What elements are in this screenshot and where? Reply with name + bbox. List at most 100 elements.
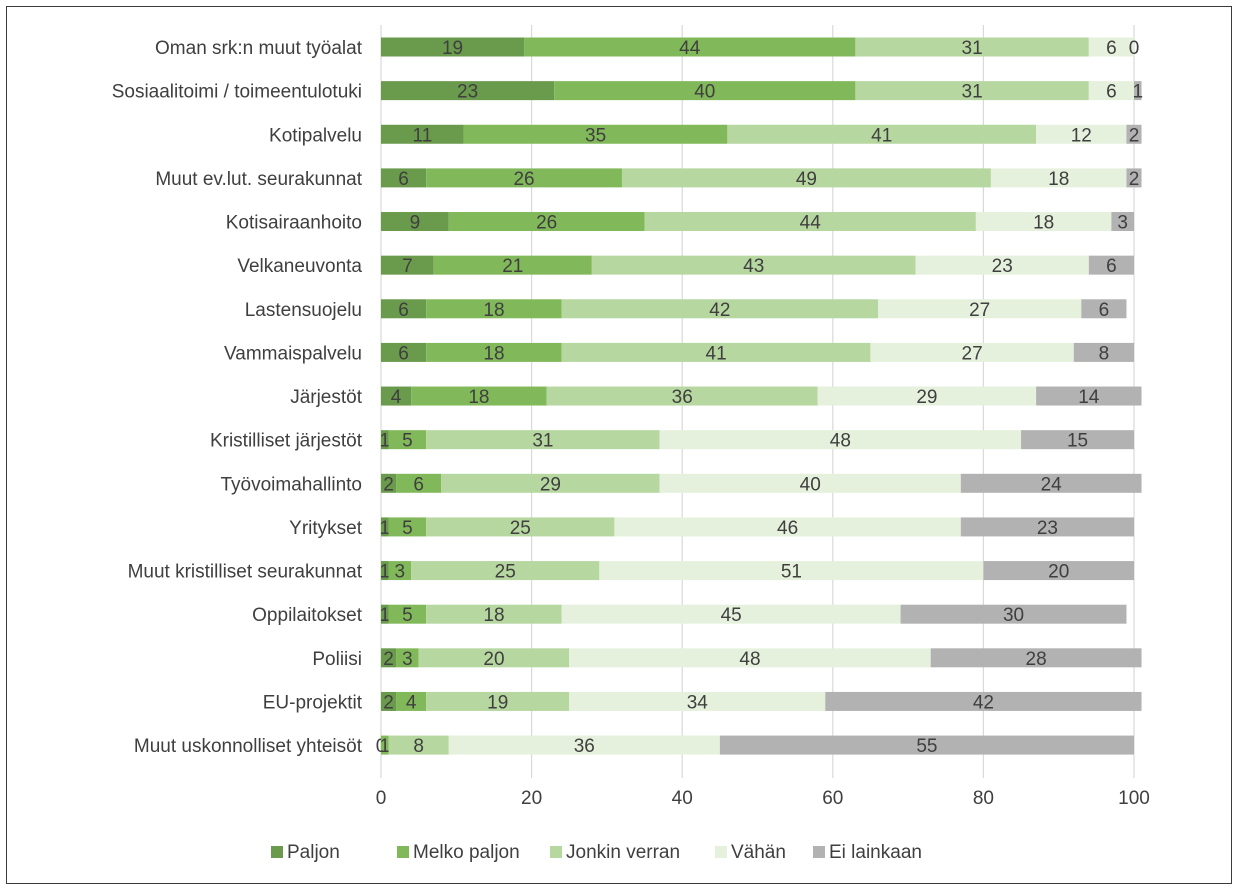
data-label: 12 <box>1071 125 1092 146</box>
bar-segment <box>426 299 562 319</box>
data-label: 29 <box>540 474 561 495</box>
legend-swatch <box>715 846 727 858</box>
bar-segment <box>1088 81 1134 101</box>
data-label: 1 <box>379 736 390 757</box>
data-label: 26 <box>513 169 534 190</box>
category-label: Lastensuojelu <box>245 300 362 321</box>
stacked-bar-chart: 19 44 31 6 023 40 31 6 111 35 41 12 26 26 49 18 29 26 44 18… <box>112 25 1150 863</box>
data-label: 4 <box>391 387 402 408</box>
bar-segment <box>418 648 570 668</box>
bar-segment <box>426 430 660 450</box>
data-label: 8 <box>413 736 424 757</box>
data-label: 40 <box>694 82 715 103</box>
data-label: 2 <box>1129 169 1140 190</box>
bar-segment <box>561 299 878 319</box>
bar-segment <box>381 430 389 450</box>
data-label: 30 <box>1003 605 1024 626</box>
legend-label: Paljon <box>287 842 340 863</box>
bar-segment <box>546 386 818 406</box>
data-label: 6 <box>1106 256 1117 277</box>
x-tick-label: 60 <box>822 788 843 809</box>
data-label: 3 <box>395 562 406 583</box>
data-label: 2 <box>383 692 394 713</box>
bar-segment <box>381 299 427 319</box>
data-label: 20 <box>483 649 504 670</box>
bar-segment <box>569 648 931 668</box>
data-label: 6 <box>1099 300 1110 321</box>
data-label: 1 <box>379 605 390 626</box>
bar-segment <box>381 386 412 406</box>
bar-segment <box>381 517 389 537</box>
data-label: 19 <box>487 692 508 713</box>
data-label: 27 <box>962 343 983 364</box>
data-label: 35 <box>585 125 606 146</box>
category-label: Velkaneuvonta <box>237 256 362 277</box>
bar-segment <box>1088 37 1134 57</box>
x-tick-label: 100 <box>1118 788 1150 809</box>
data-label: 34 <box>687 692 709 713</box>
bar-segment <box>381 342 427 362</box>
bar-segment <box>877 299 1082 319</box>
bar-segment <box>388 561 412 581</box>
bar-segment <box>426 604 562 624</box>
bar-segment <box>388 604 427 624</box>
category-label: Muut kristilliset seurakunnat <box>128 562 363 583</box>
bar-segment <box>1073 342 1134 362</box>
bar-segment <box>426 342 562 362</box>
bar-segment <box>561 604 901 624</box>
bar-segment <box>599 561 984 581</box>
data-label: 11 <box>413 125 433 146</box>
category-label: Poliisi <box>312 649 362 670</box>
legend-swatch <box>813 846 825 858</box>
data-label: 14 <box>1078 387 1100 408</box>
bar-segment <box>1088 255 1134 275</box>
data-label: 29 <box>916 387 937 408</box>
data-label: 3 <box>402 649 413 670</box>
data-label: 46 <box>777 518 798 539</box>
bar-segment <box>1021 430 1134 450</box>
data-label: 18 <box>468 387 489 408</box>
data-label: 31 <box>532 431 553 452</box>
data-label: 48 <box>739 649 760 670</box>
bar-segment <box>1036 124 1127 144</box>
data-label: 42 <box>973 692 994 713</box>
bar-segment <box>381 691 397 711</box>
bar-segment <box>426 517 615 537</box>
bar-segment <box>381 561 389 581</box>
bar-segment <box>1036 386 1142 406</box>
data-label: 8 <box>1099 343 1110 364</box>
x-tick-label: 80 <box>973 788 994 809</box>
legend: Paljon Melko paljon Jonkin verran Vähän Ei l… <box>271 842 922 863</box>
bar-segment <box>825 691 1142 711</box>
data-label: 28 <box>1026 649 1047 670</box>
data-label: 4 <box>406 692 417 713</box>
bar-segment <box>614 517 961 537</box>
data-label: 44 <box>679 38 701 59</box>
bar-segment <box>463 124 728 144</box>
data-label: 6 <box>413 474 424 495</box>
data-label: 5 <box>402 431 413 452</box>
bar-segment <box>727 124 1037 144</box>
data-label: 9 <box>410 213 421 234</box>
bar-segment <box>975 212 1112 232</box>
data-label: 2 <box>383 649 394 670</box>
data-label: 41 <box>706 343 727 364</box>
data-label: 23 <box>992 256 1013 277</box>
x-tick-label: 0 <box>376 788 387 809</box>
data-label: 21 <box>502 256 523 277</box>
bar-segment <box>1134 81 1142 101</box>
legend-swatch <box>271 846 283 858</box>
bar-segment <box>855 81 1089 101</box>
bar-segment <box>411 386 547 406</box>
data-label: 40 <box>800 474 821 495</box>
bar-segment <box>411 561 600 581</box>
data-label: 36 <box>574 736 595 757</box>
bar-segment <box>1126 168 1142 188</box>
bar-segment <box>591 255 916 275</box>
bar-segment <box>381 37 525 57</box>
bar-segment <box>990 168 1127 188</box>
data-label: 2 <box>1129 125 1140 146</box>
data-label: 18 <box>1033 213 1054 234</box>
bar-segment <box>448 212 645 232</box>
bar-segment <box>915 255 1089 275</box>
